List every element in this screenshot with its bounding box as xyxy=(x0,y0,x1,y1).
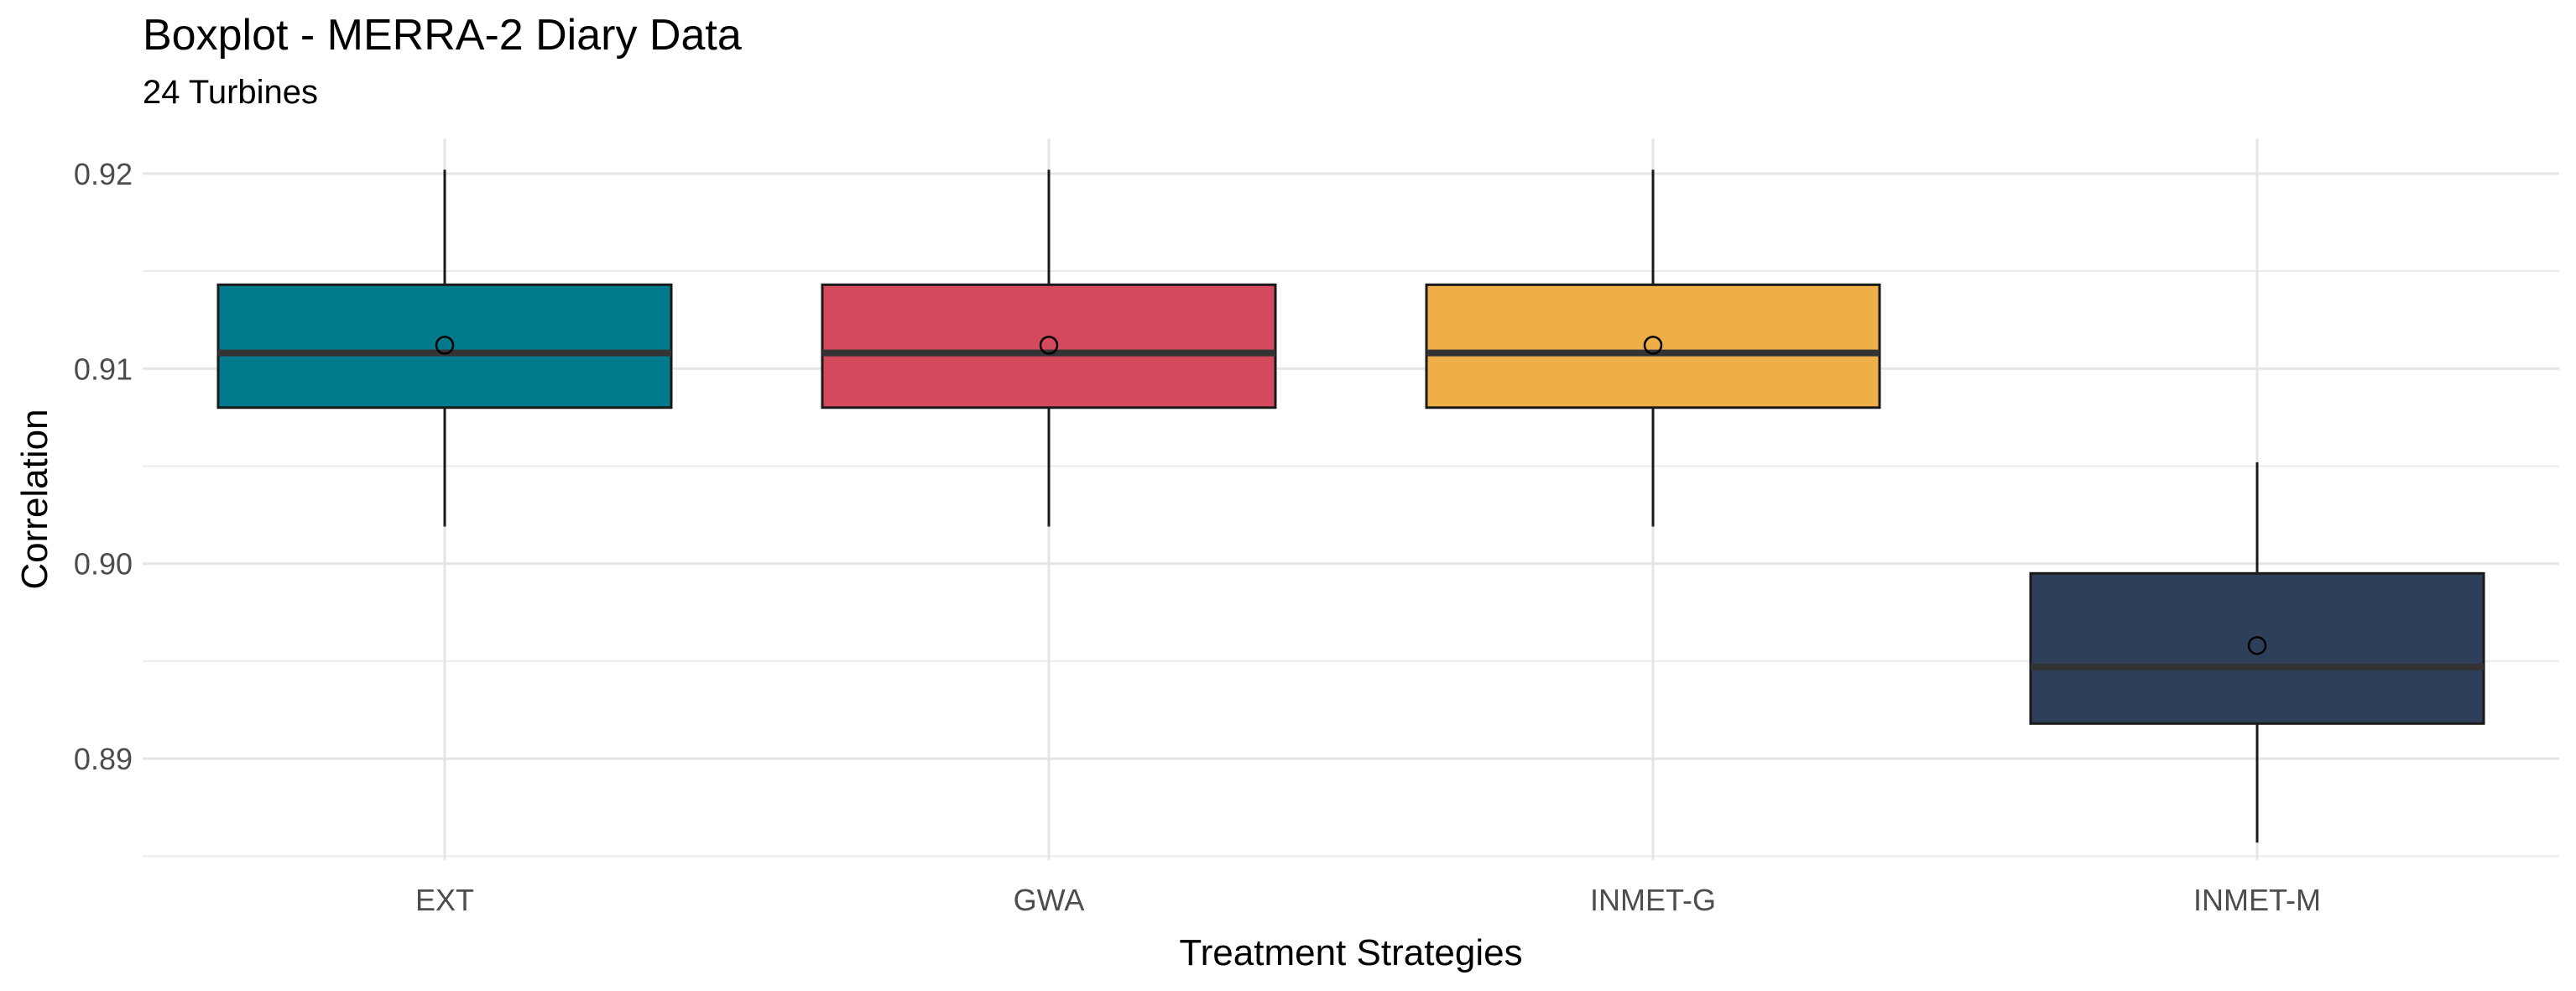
box-body xyxy=(821,283,1277,409)
mean-point xyxy=(435,336,455,355)
mean-point xyxy=(2247,636,2267,655)
chart-title: Boxplot - MERRA-2 Diary Data xyxy=(143,11,742,60)
box-layer xyxy=(216,170,2485,843)
label-layer: 0.89 0.90 0.91 0.92 EXT GWA INMET-G INMET-M Trea… xyxy=(14,157,2321,973)
mean-point xyxy=(1039,336,1059,355)
x-tick-label: GWA xyxy=(1014,883,1085,917)
mean-point xyxy=(1643,336,1663,355)
y-tick-label: 0.92 xyxy=(74,157,133,191)
y-tick-label: 0.91 xyxy=(74,352,133,386)
x-axis-title: Treatment Strategies xyxy=(1179,932,1522,973)
y-tick-label: 0.90 xyxy=(74,547,133,582)
box-inmet-g xyxy=(1425,170,1881,527)
box-inmet-m xyxy=(2029,462,2485,843)
box-gwa xyxy=(821,170,1277,527)
box-body xyxy=(2029,571,2485,725)
y-tick-label: 0.89 xyxy=(74,742,133,776)
x-tick-label: EXT xyxy=(415,883,474,917)
box-body xyxy=(1425,283,1881,409)
grid-layer xyxy=(143,138,2559,860)
box-ext xyxy=(216,170,673,527)
x-tick-label: INMET-G xyxy=(1590,883,1716,917)
x-tick-label: INMET-M xyxy=(2193,883,2321,917)
box-body xyxy=(216,283,673,409)
y-axis-title: Correlation xyxy=(14,409,55,589)
chart-subtitle: 24 Turbines xyxy=(143,74,319,111)
